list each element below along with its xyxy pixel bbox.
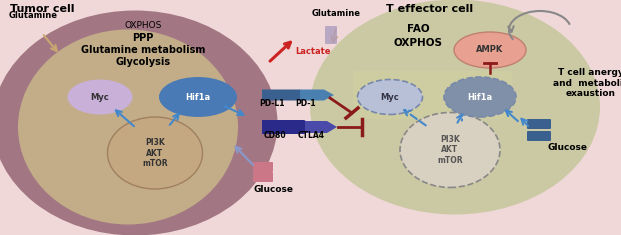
Ellipse shape xyxy=(0,11,278,235)
FancyBboxPatch shape xyxy=(527,119,551,129)
Text: Glutamine metabolism: Glutamine metabolism xyxy=(81,45,205,55)
Text: CD80: CD80 xyxy=(264,132,286,141)
Text: Hif1a: Hif1a xyxy=(186,93,211,102)
Text: AMPK: AMPK xyxy=(476,46,504,55)
FancyBboxPatch shape xyxy=(253,172,273,182)
Text: PI3K
AKT
mTOR: PI3K AKT mTOR xyxy=(142,138,168,168)
Text: PI3K
AKT
mTOR: PI3K AKT mTOR xyxy=(437,135,463,165)
Text: Myc: Myc xyxy=(381,93,399,102)
Text: Glucose: Glucose xyxy=(548,144,588,153)
Ellipse shape xyxy=(310,0,600,215)
Text: OXPHOS: OXPHOS xyxy=(394,38,443,48)
FancyBboxPatch shape xyxy=(527,131,551,141)
Ellipse shape xyxy=(107,117,202,189)
Text: Glutamine: Glutamine xyxy=(9,11,58,20)
Ellipse shape xyxy=(454,32,526,68)
Text: CTLA4: CTLA4 xyxy=(297,132,325,141)
Text: OXPHOS: OXPHOS xyxy=(124,21,161,31)
FancyArrow shape xyxy=(262,90,311,101)
FancyBboxPatch shape xyxy=(325,26,337,44)
FancyBboxPatch shape xyxy=(253,162,273,172)
Text: Glucose: Glucose xyxy=(254,184,294,193)
FancyArrow shape xyxy=(262,120,317,134)
FancyArrow shape xyxy=(305,121,337,133)
Text: Tumor cell: Tumor cell xyxy=(10,4,75,14)
Ellipse shape xyxy=(68,79,132,114)
Ellipse shape xyxy=(18,30,238,224)
Ellipse shape xyxy=(159,77,237,117)
Text: T effector cell: T effector cell xyxy=(386,4,474,14)
FancyArrow shape xyxy=(300,90,334,101)
Text: Lactate: Lactate xyxy=(295,47,331,55)
Text: FAO: FAO xyxy=(407,24,429,34)
Text: T cell anergy
and  metabolic
exaustion: T cell anergy and metabolic exaustion xyxy=(553,68,621,98)
Ellipse shape xyxy=(358,79,422,114)
Ellipse shape xyxy=(444,77,516,117)
Ellipse shape xyxy=(400,113,500,188)
Text: PPP: PPP xyxy=(132,33,153,43)
Text: Glutamine: Glutamine xyxy=(312,8,361,17)
Text: Glycolysis: Glycolysis xyxy=(116,57,171,67)
FancyBboxPatch shape xyxy=(353,71,512,119)
Text: PD-1: PD-1 xyxy=(296,99,316,109)
Text: PD-L1: PD-L1 xyxy=(259,99,285,109)
Text: Myc: Myc xyxy=(91,93,109,102)
Text: Hif1a: Hif1a xyxy=(468,93,492,102)
